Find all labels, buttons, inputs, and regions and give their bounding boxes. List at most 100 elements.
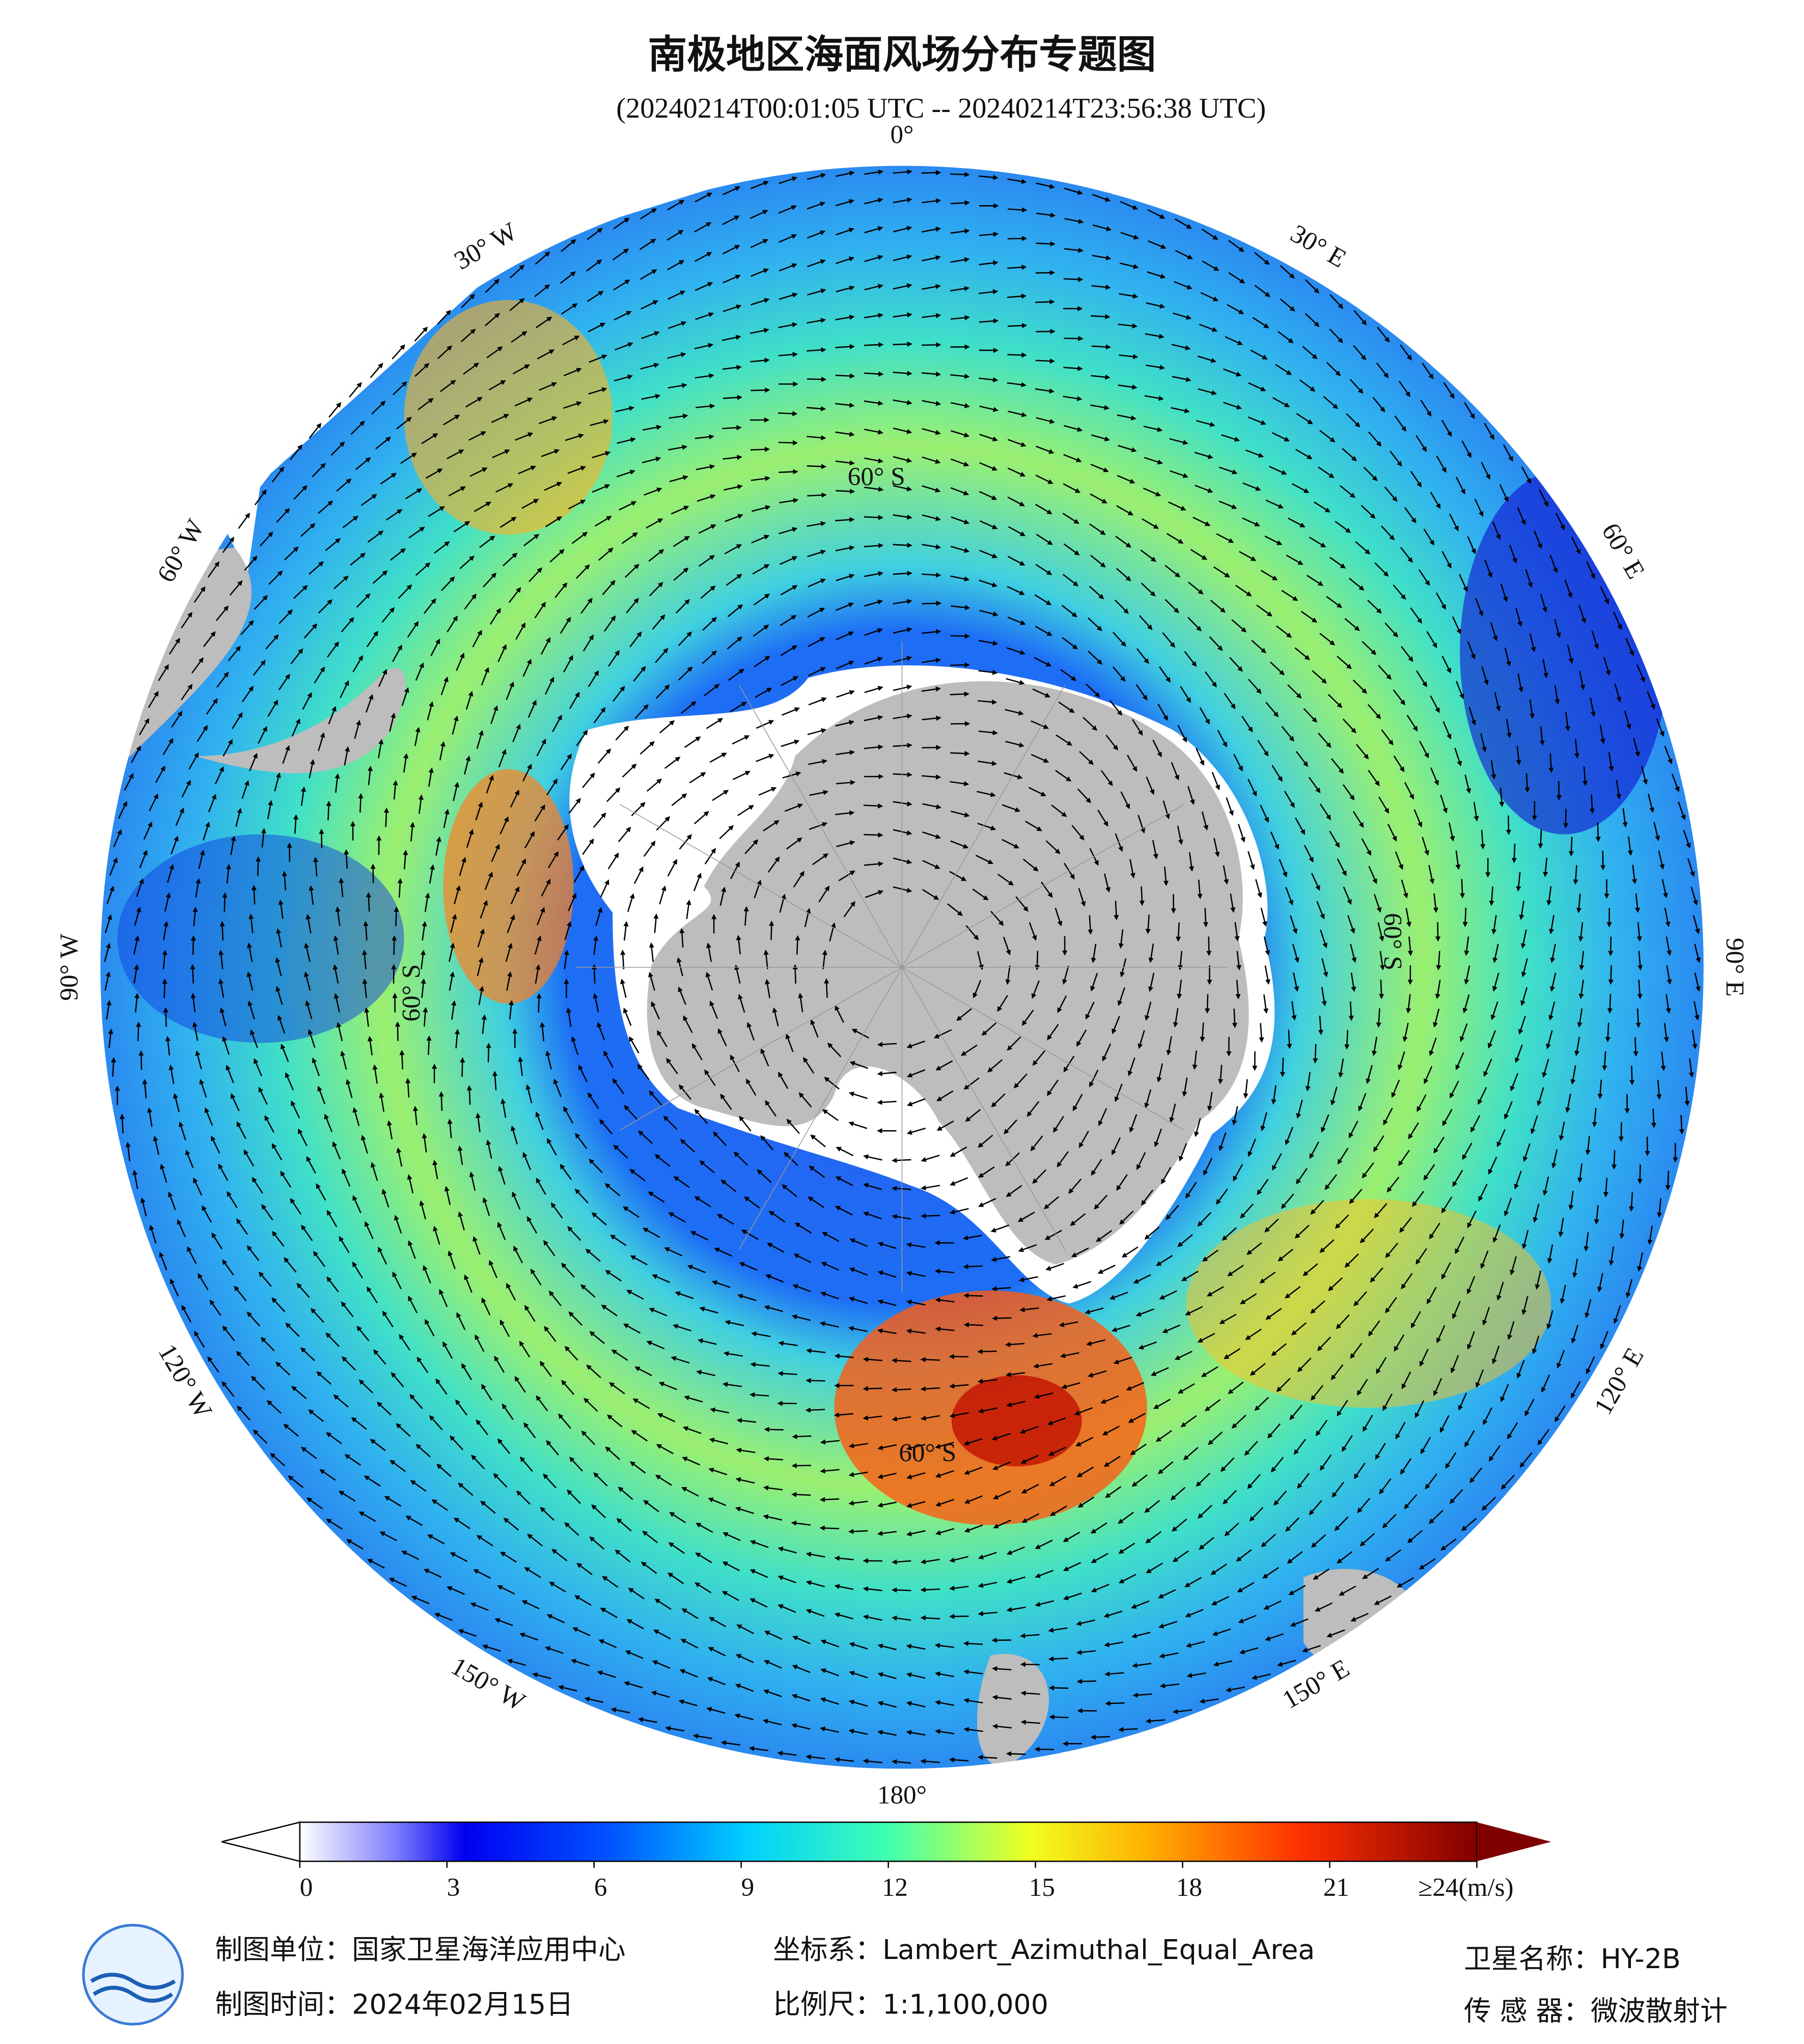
wind-arrow	[778, 440, 798, 445]
subtitle: (20240214T00:01:05 UTC -- 20240214T23:56…	[616, 93, 1266, 124]
wind-arrow	[705, 971, 713, 991]
wind-arrow	[597, 1022, 605, 1041]
wind-arrow	[1032, 688, 1051, 697]
wind-arrow	[877, 1328, 897, 1334]
wind-arrow	[1047, 1024, 1059, 1041]
wind-arrow	[1104, 873, 1111, 893]
wind-arrow	[785, 1033, 794, 1052]
wind-arrow	[730, 702, 747, 713]
wind-arrow	[1056, 734, 1073, 746]
wind-arrow	[1285, 887, 1294, 906]
wind-arrow	[1226, 797, 1234, 816]
wind-arrow	[1051, 804, 1067, 817]
wind-arrow	[607, 852, 619, 870]
wind-arrow	[1156, 1063, 1163, 1083]
wind-arrow	[877, 1242, 897, 1249]
wind-arrow	[1083, 717, 1098, 731]
lon-label: 90° E	[1720, 938, 1749, 997]
wind-arrow	[637, 1063, 650, 1080]
wind-arrow	[1018, 1276, 1038, 1282]
wind-arrow	[648, 971, 655, 991]
wind-arrow	[1611, 1150, 1617, 1170]
wind-arrow	[781, 676, 799, 686]
wind-arrow	[1034, 657, 1052, 667]
footer-scale: 比例尺：1:1,100,000	[773, 1989, 1048, 2021]
wind-arrow	[1313, 1044, 1318, 1064]
wind-arrow	[950, 172, 970, 177]
wind-arrow	[1188, 852, 1195, 872]
wind-arrow	[1047, 1079, 1059, 1097]
wind-arrow	[835, 1005, 845, 1023]
wind-arrow	[1087, 617, 1102, 631]
wind-arrow	[1263, 936, 1270, 956]
wind-arrow	[1637, 1164, 1643, 1184]
wind-arrow	[1062, 637, 1078, 650]
wind-arrow	[719, 886, 727, 906]
colorbar-tick-label: 18	[1176, 1873, 1202, 1902]
wind-arrow	[712, 790, 729, 801]
wind-arrow	[835, 373, 855, 379]
wind-arrow	[681, 701, 697, 714]
wind-arrow	[1506, 815, 1511, 835]
wind-arrow	[864, 657, 883, 665]
footer-crs: 坐标系：Lambert_Azimuthal_Equal_Area	[773, 1934, 1315, 1966]
wind-arrow	[951, 605, 970, 610]
wind-arrow	[1070, 1213, 1086, 1226]
wind-arrow	[162, 978, 168, 998]
wind-arrow	[922, 657, 941, 663]
wind-arrow	[1255, 879, 1262, 899]
wind-arrow	[922, 803, 942, 809]
wind-arrow	[808, 1196, 824, 1208]
wind-arrow	[1187, 786, 1195, 805]
wind-arrow	[1459, 879, 1465, 899]
wind-arrow	[711, 1280, 731, 1289]
wind-arrow	[922, 831, 941, 839]
wind-arrow	[935, 1060, 953, 1071]
wind-arrow	[877, 1071, 897, 1076]
wind-arrow	[655, 684, 670, 699]
wind-arrow	[1031, 980, 1040, 999]
wind-arrow	[251, 885, 257, 905]
wind-arrow	[808, 667, 826, 677]
lon-label: 60° E	[1596, 518, 1650, 584]
wind-arrow	[818, 885, 830, 903]
high-wind	[951, 1375, 1082, 1467]
wind-arrow	[664, 757, 681, 769]
wind-arrow	[1162, 800, 1170, 820]
wind-arrow	[951, 810, 970, 818]
footer-satellite: 卫星名称：HY-2B	[1464, 1943, 1681, 1975]
wind-arrow	[1091, 1159, 1102, 1176]
wind-arrow	[678, 986, 686, 1005]
wind-arrow	[1378, 979, 1384, 999]
wind-arrow	[622, 763, 637, 778]
lon-label: 90° W	[55, 933, 84, 1001]
wind-arrow	[949, 871, 967, 881]
wind-arrow	[640, 741, 655, 755]
wind-arrow	[804, 908, 811, 928]
wind-arrow	[921, 1185, 940, 1191]
wind-arrow	[768, 1211, 786, 1223]
wind-arrow	[906, 1299, 926, 1306]
wind-arrow	[734, 1152, 748, 1166]
high-wind	[1186, 1199, 1551, 1408]
wind-arrow	[553, 1078, 562, 1097]
footer-date: 制图时间：2024年02月15日	[215, 1989, 573, 2021]
wind-arrow	[753, 624, 769, 637]
wind-arrow	[864, 342, 884, 348]
wind-arrow	[629, 1036, 640, 1054]
colorbar-tick-label: 21	[1323, 1873, 1349, 1902]
wind-arrow	[548, 851, 559, 869]
wind-arrow	[691, 1043, 703, 1060]
wind-arrow	[965, 1109, 981, 1122]
wind-arrow	[1055, 770, 1072, 782]
wind-arrow	[1129, 1114, 1137, 1133]
wind-arrow	[603, 1050, 614, 1068]
wind-arrow	[893, 627, 912, 634]
wind-arrow	[793, 1253, 812, 1264]
wind-arrow	[893, 599, 912, 605]
wind-arrow	[819, 1321, 839, 1328]
wind-arrow	[1076, 1029, 1087, 1047]
wind-arrow	[1091, 943, 1097, 963]
wind-arrow	[950, 1177, 968, 1186]
wind-arrow	[819, 1497, 840, 1502]
